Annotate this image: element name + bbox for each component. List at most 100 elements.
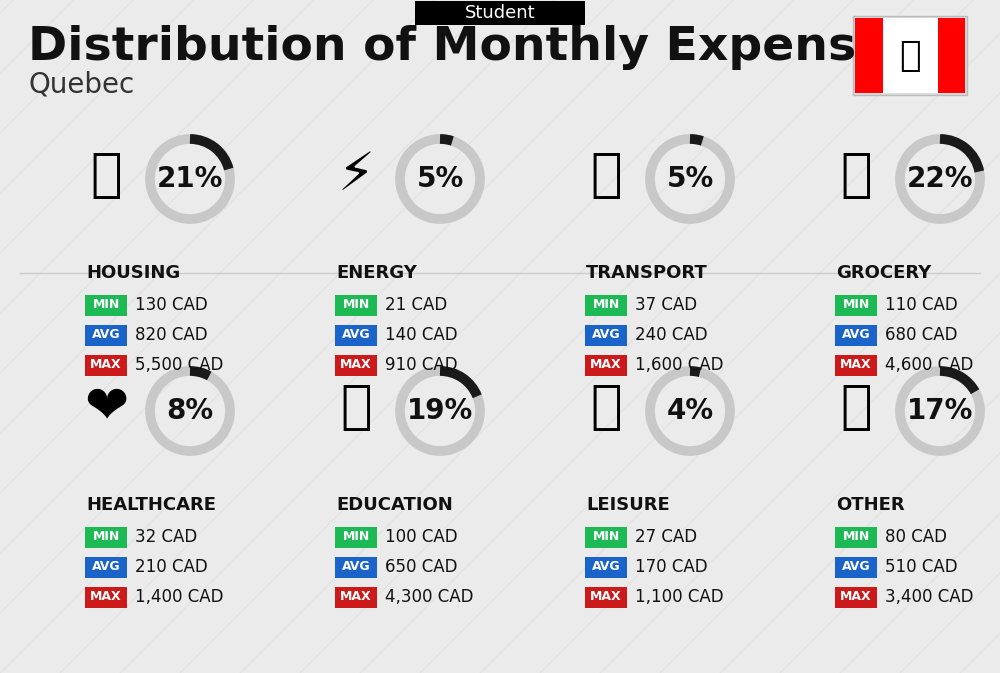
Text: AVG: AVG xyxy=(92,328,120,341)
Text: AVG: AVG xyxy=(842,561,870,573)
Text: 5,500 CAD: 5,500 CAD xyxy=(135,356,223,374)
Text: Student: Student xyxy=(465,4,535,22)
Text: 19%: 19% xyxy=(407,397,473,425)
Text: 680 CAD: 680 CAD xyxy=(885,326,958,344)
FancyBboxPatch shape xyxy=(85,586,127,608)
Text: AVG: AVG xyxy=(842,328,870,341)
FancyBboxPatch shape xyxy=(585,526,627,548)
FancyBboxPatch shape xyxy=(335,324,377,345)
Text: 21 CAD: 21 CAD xyxy=(385,296,447,314)
Text: 3,400 CAD: 3,400 CAD xyxy=(885,588,974,606)
Text: MAX: MAX xyxy=(840,359,872,371)
Text: 80 CAD: 80 CAD xyxy=(885,528,947,546)
Text: 5%: 5% xyxy=(416,165,464,193)
FancyBboxPatch shape xyxy=(835,324,877,345)
FancyBboxPatch shape xyxy=(585,355,627,376)
Text: 4,300 CAD: 4,300 CAD xyxy=(385,588,474,606)
Text: MAX: MAX xyxy=(90,359,122,371)
FancyBboxPatch shape xyxy=(585,586,627,608)
FancyBboxPatch shape xyxy=(585,324,627,345)
Text: 4%: 4% xyxy=(666,397,714,425)
Text: GROCERY: GROCERY xyxy=(836,264,931,282)
Text: 1,400 CAD: 1,400 CAD xyxy=(135,588,224,606)
Text: ⚡: ⚡ xyxy=(338,149,374,201)
Text: 1,100 CAD: 1,100 CAD xyxy=(635,588,724,606)
Text: MIN: MIN xyxy=(342,530,370,544)
FancyBboxPatch shape xyxy=(85,295,127,316)
FancyBboxPatch shape xyxy=(835,526,877,548)
FancyBboxPatch shape xyxy=(85,526,127,548)
Text: AVG: AVG xyxy=(92,561,120,573)
Text: Quebec: Quebec xyxy=(28,71,134,99)
FancyBboxPatch shape xyxy=(335,355,377,376)
Text: AVG: AVG xyxy=(592,328,620,341)
Text: EDUCATION: EDUCATION xyxy=(336,496,453,514)
Text: 170 CAD: 170 CAD xyxy=(635,558,708,576)
FancyBboxPatch shape xyxy=(585,557,627,577)
FancyBboxPatch shape xyxy=(85,324,127,345)
Text: MIN: MIN xyxy=(342,299,370,312)
Text: MIN: MIN xyxy=(92,299,120,312)
Text: 37 CAD: 37 CAD xyxy=(635,296,697,314)
Text: 100 CAD: 100 CAD xyxy=(385,528,458,546)
Text: 910 CAD: 910 CAD xyxy=(385,356,458,374)
FancyBboxPatch shape xyxy=(835,557,877,577)
Text: MIN: MIN xyxy=(592,299,620,312)
Text: Distribution of Monthly Expenses: Distribution of Monthly Expenses xyxy=(28,26,916,71)
Text: ENERGY: ENERGY xyxy=(336,264,417,282)
Text: 🎓: 🎓 xyxy=(340,381,372,433)
FancyBboxPatch shape xyxy=(85,355,127,376)
Text: 🍁: 🍁 xyxy=(899,38,921,73)
Text: MAX: MAX xyxy=(340,359,372,371)
Text: 27 CAD: 27 CAD xyxy=(635,528,697,546)
Text: 210 CAD: 210 CAD xyxy=(135,558,208,576)
FancyBboxPatch shape xyxy=(835,355,877,376)
Text: 5%: 5% xyxy=(666,165,714,193)
Text: MIN: MIN xyxy=(842,530,870,544)
Text: OTHER: OTHER xyxy=(836,496,905,514)
Text: 💰: 💰 xyxy=(840,381,872,433)
FancyBboxPatch shape xyxy=(335,295,377,316)
Text: 17%: 17% xyxy=(907,397,973,425)
Text: MIN: MIN xyxy=(842,299,870,312)
Text: 4,600 CAD: 4,600 CAD xyxy=(885,356,973,374)
Text: 1,600 CAD: 1,600 CAD xyxy=(635,356,724,374)
FancyBboxPatch shape xyxy=(835,295,877,316)
Text: MAX: MAX xyxy=(840,590,872,604)
Text: MAX: MAX xyxy=(590,590,622,604)
FancyBboxPatch shape xyxy=(335,526,377,548)
Bar xyxy=(855,18,883,93)
Text: 🛒: 🛒 xyxy=(840,149,872,201)
FancyBboxPatch shape xyxy=(335,586,377,608)
Text: TRANSPORT: TRANSPORT xyxy=(586,264,708,282)
Bar xyxy=(883,18,938,93)
Text: 🏢: 🏢 xyxy=(90,149,122,201)
Text: HEALTHCARE: HEALTHCARE xyxy=(86,496,216,514)
Text: 510 CAD: 510 CAD xyxy=(885,558,958,576)
Text: ❤: ❤ xyxy=(84,381,128,433)
Text: 22%: 22% xyxy=(907,165,973,193)
Text: 110 CAD: 110 CAD xyxy=(885,296,958,314)
Text: AVG: AVG xyxy=(342,328,370,341)
Text: AVG: AVG xyxy=(592,561,620,573)
Text: 820 CAD: 820 CAD xyxy=(135,326,208,344)
Text: MIN: MIN xyxy=(592,530,620,544)
FancyBboxPatch shape xyxy=(585,295,627,316)
FancyBboxPatch shape xyxy=(835,586,877,608)
Text: LEISURE: LEISURE xyxy=(586,496,670,514)
Text: 🛍: 🛍 xyxy=(590,381,622,433)
Text: 21%: 21% xyxy=(157,165,223,193)
FancyBboxPatch shape xyxy=(335,557,377,577)
FancyBboxPatch shape xyxy=(853,16,967,95)
FancyBboxPatch shape xyxy=(85,557,127,577)
Text: 🚌: 🚌 xyxy=(590,149,622,201)
Text: HOUSING: HOUSING xyxy=(86,264,180,282)
Text: AVG: AVG xyxy=(342,561,370,573)
Text: 240 CAD: 240 CAD xyxy=(635,326,708,344)
Bar xyxy=(938,18,965,93)
FancyBboxPatch shape xyxy=(415,1,585,25)
Text: MAX: MAX xyxy=(90,590,122,604)
Text: 8%: 8% xyxy=(166,397,214,425)
Text: 32 CAD: 32 CAD xyxy=(135,528,197,546)
Text: 650 CAD: 650 CAD xyxy=(385,558,458,576)
